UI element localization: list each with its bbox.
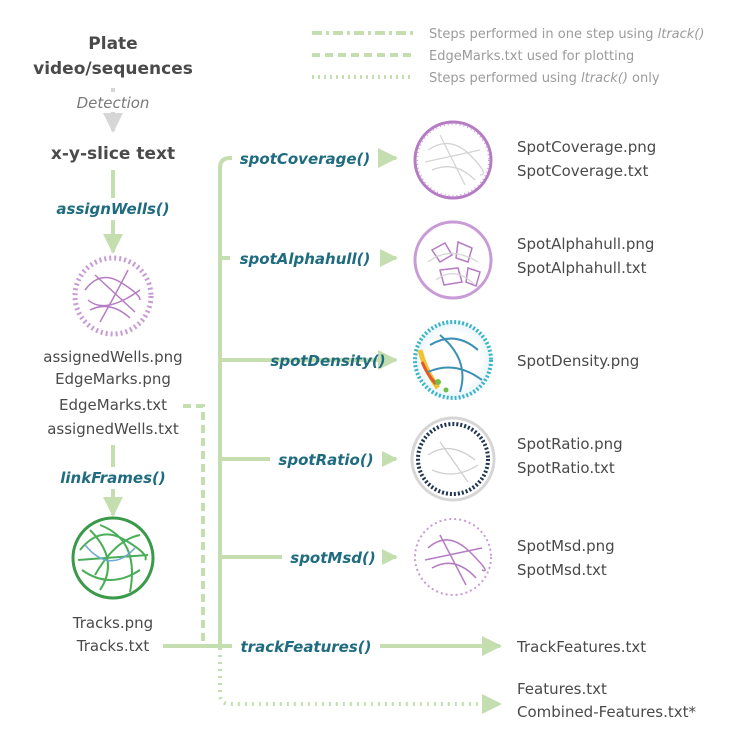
spot-alphahull-thumbnail: [413, 220, 493, 300]
legend: Steps performed in one step using ltrack…: [312, 27, 704, 86]
assigned-wells-txt-output: assignedWells.txt: [47, 420, 179, 438]
link-frames-function: linkFrames(): [60, 469, 166, 487]
spot-coverage-function: spotCoverage(): [240, 150, 371, 168]
legend-dotted-label: Steps performed using ltrack() only: [429, 71, 660, 86]
spot-alphahull-txt-output: SpotAlphahull.txt: [517, 259, 647, 277]
features-txt-output: Features.txt: [517, 680, 607, 698]
edge-marks-dashed-line: [183, 404, 205, 646]
spot-coverage-png-output: SpotCoverage.png: [517, 138, 656, 156]
spot-density-thumbnail: [413, 320, 493, 400]
spot-ratio-thumbnail: [410, 416, 496, 502]
spot-coverage-thumbnail: [413, 120, 493, 200]
spot-density-png-output: SpotDensity.png: [517, 352, 639, 370]
detection-label-bg: [60, 92, 166, 112]
edge-marks-txt-output: EdgeMarks.txt: [59, 396, 167, 414]
spot-msd-png-output: SpotMsd.png: [517, 537, 615, 555]
track-features-output: TrackFeatures.txt: [516, 638, 646, 656]
spot-coverage-label-bg: [232, 148, 378, 170]
legend-dashdot-label: Steps performed in one step using ltrack…: [429, 27, 704, 42]
spot-coverage-txt-output: SpotCoverage.txt: [517, 162, 648, 180]
tracks-thumbnail: [71, 516, 155, 600]
spot-alphahull-png-output: SpotAlphahull.png: [517, 235, 654, 253]
detection-label: Detection: [77, 94, 150, 112]
link-frames-label-bg: [45, 467, 181, 489]
spot-msd-thumbnail: [414, 518, 492, 596]
xy-slice-text-label: x-y-slice text: [51, 144, 175, 164]
tracks-txt-output: Tracks.txt: [76, 637, 150, 655]
spot-msd-txt-output: SpotMsd.txt: [517, 561, 607, 579]
assigned-wells-output: assignedWells.png: [43, 348, 182, 366]
track-features-label-bg: [232, 636, 380, 658]
spot-alphahull-function: spotAlphahull(): [240, 250, 371, 268]
combined-features-output: Combined-Features.txt*: [517, 703, 697, 721]
spot-msd-label-bg: [282, 547, 382, 569]
tracks-png-output: Tracks.png: [72, 614, 153, 632]
spot-ratio-function: spotRatio(): [278, 451, 373, 469]
plate-label-line1: Plate: [88, 34, 137, 54]
spot-msd-function: spotMsd(): [290, 549, 375, 567]
plate-label-line2: video/sequences: [33, 59, 193, 79]
spot-ratio-label-bg: [270, 449, 382, 471]
spot-ratio-png-output: SpotRatio.png: [517, 435, 623, 453]
spot-density-function: spotDensity(): [270, 352, 385, 370]
assign-wells-function: assignWells(): [56, 200, 169, 218]
main-trunk-line: [163, 156, 231, 648]
edge-marks-png-output: EdgeMarks.png: [55, 370, 171, 388]
spot-ratio-txt-output: SpotRatio.txt: [517, 459, 615, 477]
spot-alphahull-label-bg: [230, 248, 380, 270]
assigned-wells-thumbnail: [72, 255, 154, 337]
assign-wells-label-bg: [45, 198, 181, 220]
track-features-function: trackFeatures(): [241, 638, 372, 656]
legend-dashed-label: EdgeMarks.txt used for plotting: [429, 49, 634, 64]
